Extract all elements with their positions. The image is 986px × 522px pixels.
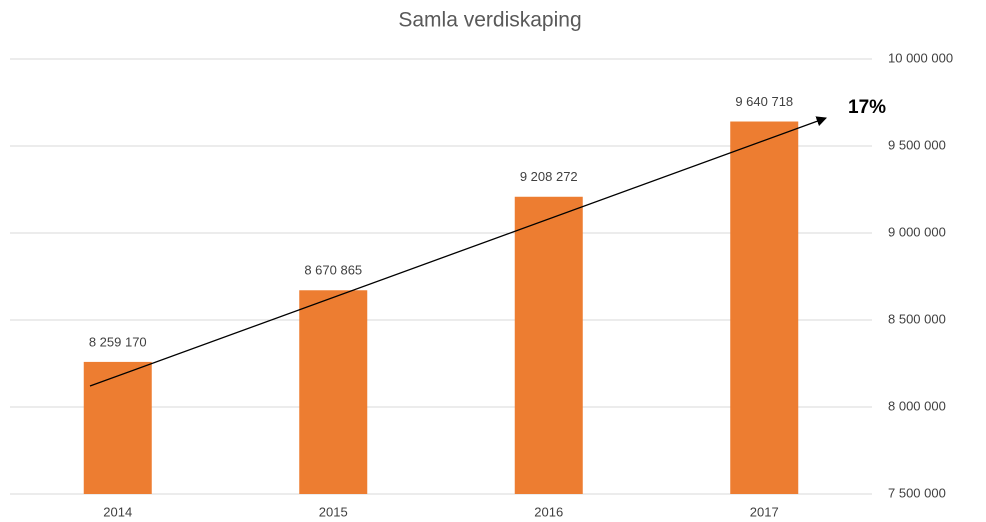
x-tick-label: 2016: [534, 504, 563, 519]
data-label: 9 208 272: [520, 169, 578, 184]
trend-arrow: [89, 116, 827, 387]
y-tick-label: 10 000 000: [888, 50, 953, 65]
x-tick-label: 2015: [319, 504, 348, 519]
x-tick-label: 2014: [103, 504, 132, 519]
y-tick-label: 7 500 000: [888, 485, 946, 500]
x-tick-label: 2017: [750, 504, 779, 519]
bar: [514, 196, 583, 494]
annotation: 17%: [848, 97, 886, 118]
y-tick-label: 9 000 000: [888, 224, 946, 239]
y-tick-label: 8 000 000: [888, 398, 946, 413]
data-label: 9 640 718: [735, 94, 793, 109]
chart-title: Samla verdiskaping: [398, 9, 581, 32]
data-label: 8 259 170: [89, 334, 147, 349]
bar: [299, 290, 368, 494]
y-tick-label: 9 500 000: [888, 137, 946, 152]
y-tick-label: 8 500 000: [888, 311, 946, 326]
data-label: 8 670 865: [304, 263, 362, 278]
bar: [83, 361, 152, 494]
bar: [730, 121, 799, 494]
